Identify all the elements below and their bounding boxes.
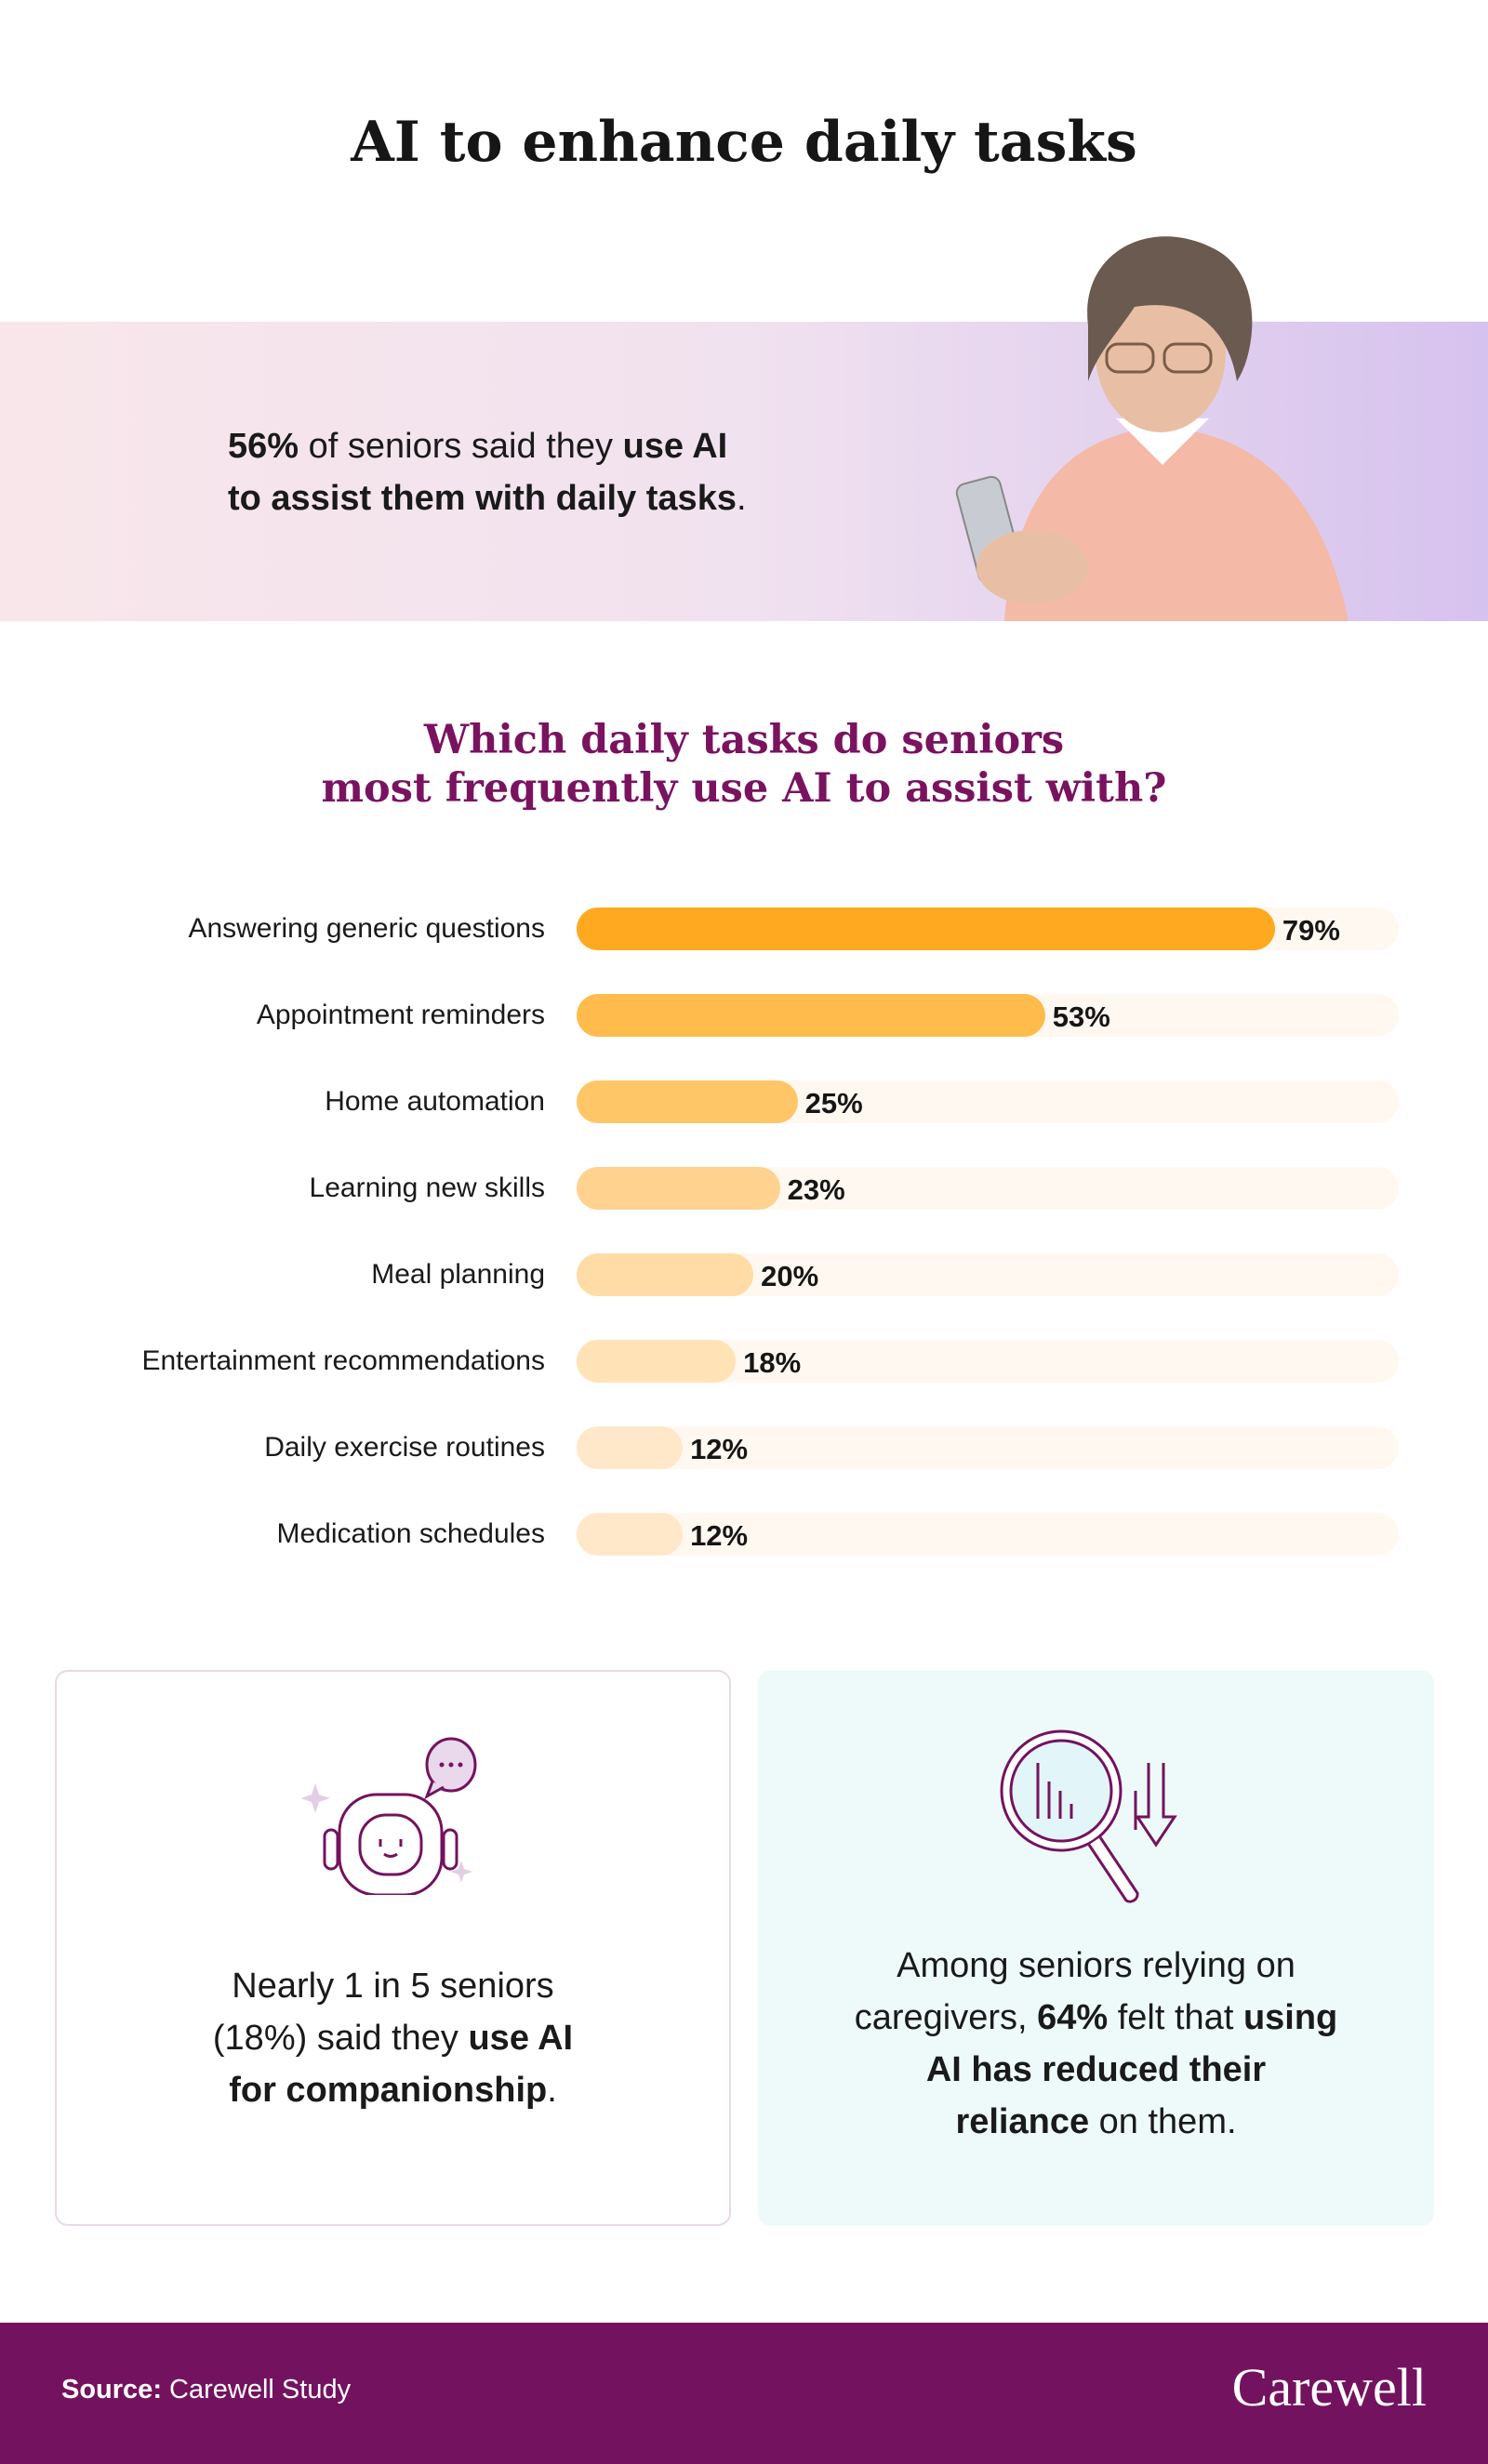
caregiver-reliance-card: Among seniors relying on caregivers, 64%… xyxy=(758,1670,1434,2226)
bar xyxy=(577,1426,684,1469)
bar-track xyxy=(577,1426,1399,1469)
bar-value-label: 25% xyxy=(804,1087,863,1119)
bar-track xyxy=(577,1513,1399,1556)
bar xyxy=(577,1167,780,1210)
bar-row: Appointment reminders 53% xyxy=(0,994,1488,1037)
companionship-card: Nearly 1 in 5 seniors (18%) said they us… xyxy=(55,1670,731,2226)
bar xyxy=(577,1080,798,1123)
bar-label: Learning new skills xyxy=(309,1172,545,1203)
bar-label: Daily exercise routines xyxy=(264,1432,545,1463)
bar xyxy=(577,1253,754,1296)
bar-value-label: 23% xyxy=(787,1173,845,1206)
bar-value-label: 12% xyxy=(690,1433,749,1465)
bar-label: Answering generic questions xyxy=(188,913,545,944)
bar-label: Home automation xyxy=(325,1086,545,1117)
bar-value-label: 79% xyxy=(1282,914,1340,947)
bar-row: Entertainment recommendations 18% xyxy=(0,1340,1488,1383)
bar-value-label: 20% xyxy=(761,1260,819,1292)
bar-row: Learning new skills 23% xyxy=(0,1167,1488,1210)
bar xyxy=(577,907,1275,950)
bar-row: Home automation 25% xyxy=(0,1080,1488,1123)
bar xyxy=(577,1340,737,1383)
carewell-logo: Carewell xyxy=(1231,2357,1427,2418)
bar xyxy=(577,994,1045,1037)
chart-title: Which daily tasks do seniors most freque… xyxy=(321,717,1167,812)
bar-row: Meal planning 20% xyxy=(0,1253,1488,1296)
page-title: AI to enhance daily tasks xyxy=(351,110,1137,175)
bar-row: Daily exercise routines 12% xyxy=(0,1426,1488,1469)
magnifier-chart-icon xyxy=(1000,1729,1177,1903)
bar xyxy=(577,1513,684,1556)
bar-row: Answering generic questions 79% xyxy=(0,907,1488,950)
source-credit: Source: Carewell Study xyxy=(61,2375,352,2404)
bar-label: Meal planning xyxy=(371,1259,545,1290)
bar-value-label: 53% xyxy=(1052,1000,1110,1033)
bar-value-label: 12% xyxy=(690,1519,749,1552)
bar-value-label: 18% xyxy=(743,1346,802,1379)
footer: Source: Carewell Study Carewell xyxy=(0,2323,1488,2464)
robot-chat-icon xyxy=(302,1737,477,1895)
bar-row: Medication schedules 12% xyxy=(0,1513,1488,1556)
companionship-text: Nearly 1 in 5 seniors (18%) said they us… xyxy=(212,1967,574,2110)
bar-label: Appointment reminders xyxy=(256,1000,545,1030)
bar-label: Entertainment recommendations xyxy=(141,1345,545,1376)
senior-woman-photo xyxy=(955,236,1348,621)
caregiver-reliance-text: Among seniors relying on caregivers, 64%… xyxy=(854,1946,1338,2141)
bar-label: Medication schedules xyxy=(276,1518,545,1549)
banner-text: 56% of seniors said they use AI to assis… xyxy=(228,427,747,518)
